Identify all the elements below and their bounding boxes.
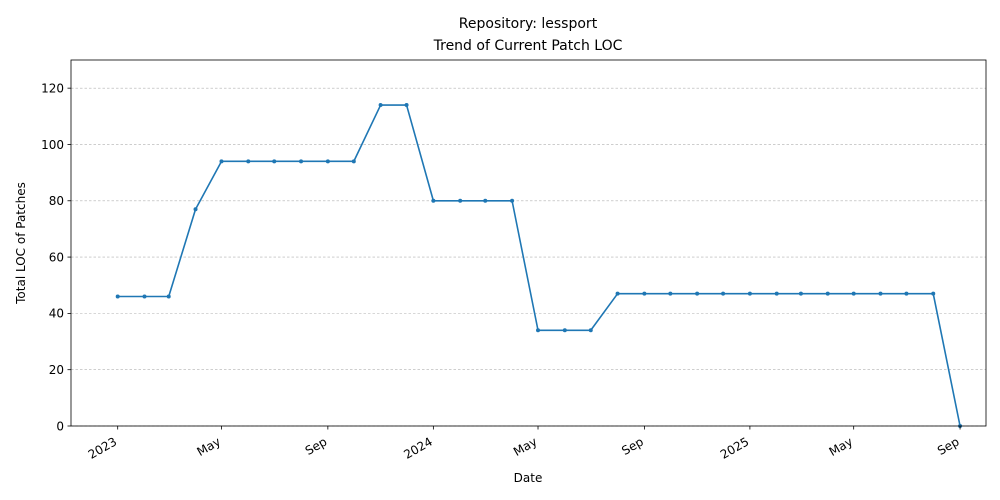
- data-point: [642, 291, 647, 296]
- data-point: [931, 291, 936, 296]
- y-tick-label: 40: [49, 307, 64, 321]
- data-point: [431, 198, 436, 203]
- x-tick-label: Sep: [619, 434, 646, 457]
- data-point: [615, 291, 620, 296]
- data-point: [747, 291, 752, 296]
- y-axis-label: Total LOC of Patches: [14, 182, 28, 305]
- data-point: [510, 198, 515, 203]
- data-point: [272, 159, 277, 164]
- data-point: [798, 291, 803, 296]
- x-tick-label: Sep: [935, 434, 962, 457]
- x-tick-label: May: [511, 434, 539, 459]
- data-point: [721, 291, 726, 296]
- data-point: [483, 198, 488, 203]
- x-tick-label: 2024: [401, 434, 434, 461]
- data-point: [588, 328, 593, 333]
- plot-area-frame: [70, 59, 987, 427]
- data-point: [378, 103, 383, 108]
- series-line: [117, 104, 961, 427]
- data-point: [536, 328, 541, 333]
- data-point: [219, 159, 224, 164]
- x-tick-label: 2025: [718, 434, 751, 461]
- y-tick-label: 20: [49, 363, 64, 377]
- data-point: [668, 291, 673, 296]
- chart-title: Repository: lessport: [459, 16, 598, 32]
- x-tick-label: May: [827, 434, 855, 459]
- data-point: [115, 294, 120, 299]
- data-point: [774, 291, 779, 296]
- data-point: [562, 328, 567, 333]
- data-point: [325, 159, 330, 164]
- data-point: [904, 291, 909, 296]
- data-point: [299, 159, 304, 164]
- data-point: [246, 159, 251, 164]
- x-tick-label: May: [194, 434, 222, 459]
- y-gridlines: [71, 87, 986, 427]
- data-point: [851, 291, 856, 296]
- y-tick-label: 120: [41, 81, 64, 95]
- x-axis: 2023 May Sep 2024 May Sep 2025 May Sep: [86, 426, 962, 462]
- data-point: [142, 294, 147, 299]
- data-point: [351, 159, 356, 164]
- series-layer: [115, 103, 963, 428]
- data-point: [878, 291, 883, 296]
- y-tick-label: 100: [41, 138, 64, 152]
- data-point: [825, 291, 830, 296]
- x-tick-label: Sep: [303, 434, 330, 457]
- y-tick-label: 60: [49, 250, 64, 264]
- y-tick-label: 80: [49, 194, 64, 208]
- data-point: [193, 207, 198, 212]
- y-tick-label: 0: [56, 419, 64, 433]
- chart-subtitle: Trend of Current Patch LOC: [433, 38, 623, 54]
- data-point: [166, 294, 171, 299]
- x-tick-label: 2023: [86, 434, 119, 461]
- data-point: [404, 103, 409, 108]
- data-point: [695, 291, 700, 296]
- data-point: [458, 198, 463, 203]
- y-axis: 0 20 40 60 80 100 120: [41, 81, 71, 433]
- x-axis-label: Date: [514, 471, 543, 485]
